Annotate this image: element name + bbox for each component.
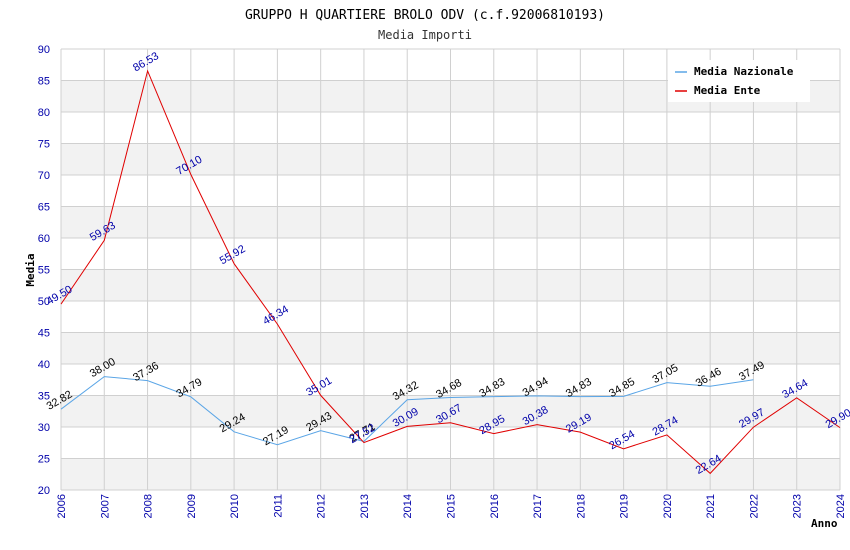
x-tick-label: 2021 [705, 494, 717, 518]
y-tick-label: 90 [38, 44, 50, 56]
chart-subtitle: Media Importi [378, 28, 472, 42]
y-tick-label: 65 [38, 202, 50, 214]
x-tick-label: 2009 [186, 494, 198, 518]
y-tick-label: 75 [38, 139, 50, 151]
x-tick-label: 2012 [316, 494, 328, 518]
series-line-nazionale [60, 376, 754, 446]
x-axis-label: Anno [811, 517, 838, 530]
y-tick-label: 80 [38, 107, 50, 119]
x-tick-label: 2013 [359, 494, 371, 518]
y-tick-label: 60 [38, 233, 50, 245]
x-tick-label: 2020 [662, 494, 674, 518]
legend-label-nazionale: Media Nazionale [694, 65, 794, 78]
x-tick-label: 2014 [402, 494, 414, 518]
y-tick-label: 25 [38, 454, 50, 466]
x-tick-label: 2019 [619, 494, 631, 518]
x-tick-label: 2010 [229, 494, 241, 518]
x-axis-ticks: 2006 2007 2008 2009 2010 2011 2012 2013 2014 2015… [56, 494, 847, 518]
y-tick-label: 20 [38, 485, 50, 497]
x-tick-label: 2015 [446, 494, 458, 518]
y-tick-label: 85 [38, 76, 50, 88]
x-tick-label: 2023 [792, 494, 804, 518]
chart-title: GRUPPO H QUARTIERE BROLO ODV (c.f.920068… [245, 8, 605, 23]
series-lines [60, 69, 841, 475]
x-tick-label: 2011 [272, 494, 284, 518]
x-tick-label: 2024 [835, 494, 847, 518]
x-tick-label: 2017 [532, 494, 544, 518]
legend-label-ente: Media Ente [694, 84, 761, 97]
x-tick-label: 2008 [143, 494, 155, 518]
y-tick-label: 35 [38, 391, 50, 403]
legend: Media Nazionale Media Ente [668, 60, 810, 102]
y-tick-label: 40 [38, 359, 50, 371]
x-tick-label: 2022 [748, 494, 760, 518]
x-tick-label: 2007 [99, 494, 111, 518]
y-tick-label: 55 [38, 265, 50, 277]
y-tick-label: 50 [38, 296, 50, 308]
y-tick-label: 45 [38, 328, 50, 340]
y-axis-label: Media [24, 253, 37, 286]
y-tick-label: 30 [38, 422, 50, 434]
grid-lines [60, 48, 841, 491]
legend-box [668, 60, 810, 102]
y-tick-label: 70 [38, 170, 50, 182]
x-tick-label: 2016 [489, 494, 501, 518]
x-tick-label: 2018 [575, 494, 587, 518]
series-line-ente [60, 69, 841, 475]
y-axis-ticks: 20 25 30 35 40 45 50 55 60 65 70 75 80 85 90 [38, 44, 50, 497]
x-tick-label: 2006 [56, 494, 68, 518]
